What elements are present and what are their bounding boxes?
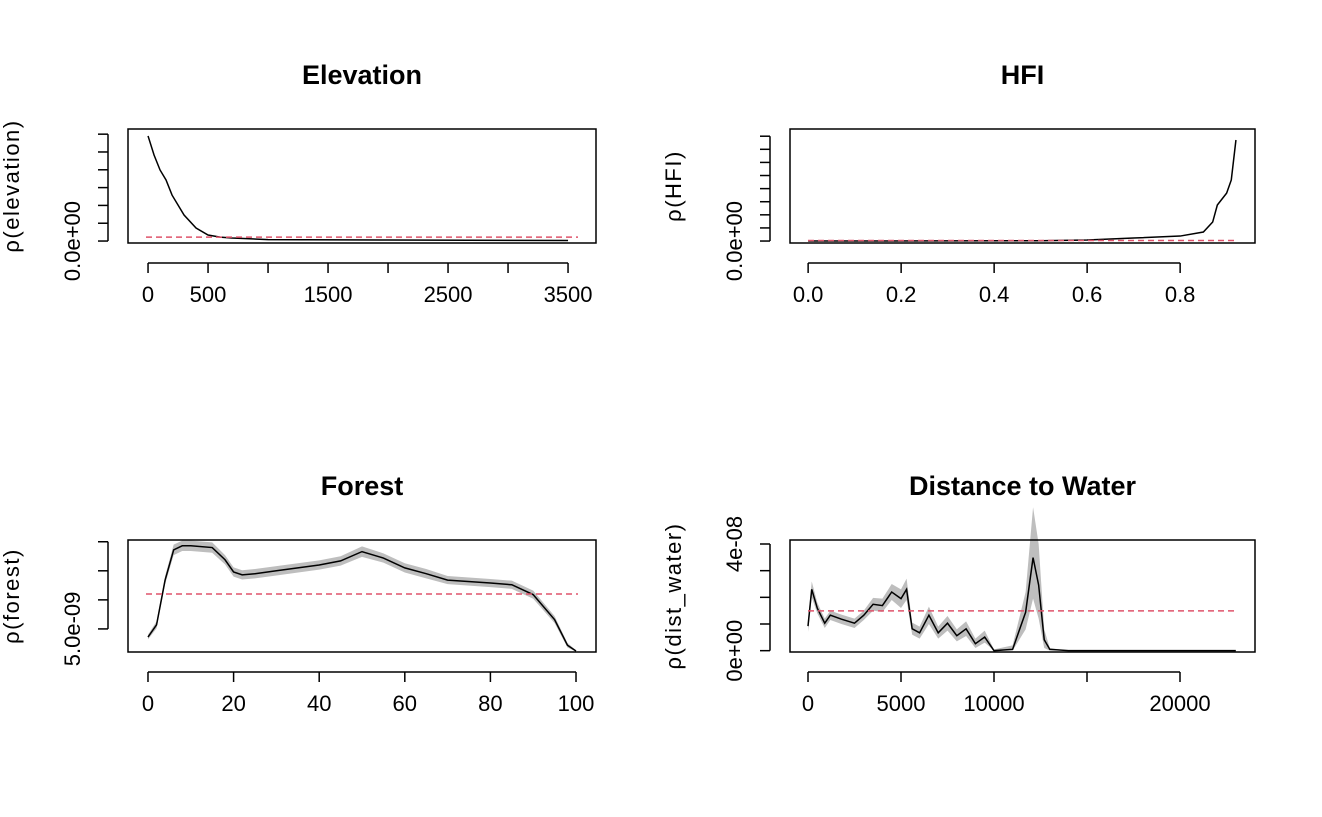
plot-frame [127, 539, 597, 653]
confidence-band [808, 507, 1236, 651]
x-tick-label: 0.0 [793, 282, 824, 307]
x-tick-label: 100 [558, 691, 595, 716]
x-tick-label: 0 [142, 282, 154, 307]
plot-frame [789, 539, 1256, 653]
x-tick-label: 0.2 [886, 282, 917, 307]
y-tick-label: 0e+00 [722, 620, 747, 682]
x-tick-label: 40 [307, 691, 331, 716]
y-axis-label: ρ(dist_water) [661, 523, 686, 670]
x-tick-label: 10000 [963, 691, 1024, 716]
panel-title: Distance to Water [909, 471, 1137, 501]
y-tick-label: 0.0e+00 [722, 201, 747, 281]
x-tick-label: 1500 [304, 282, 353, 307]
y-tick-label: 5.0e-09 [60, 592, 85, 667]
plot-frame [789, 128, 1256, 244]
x-tick-label: 2500 [424, 282, 473, 307]
x-tick-label: 500 [190, 282, 227, 307]
density-line [808, 139, 1237, 242]
y-axis-label: ρ(elevation) [0, 119, 24, 252]
x-tick-label: 0.8 [1165, 282, 1196, 307]
x-tick-label: 0 [142, 691, 154, 716]
x-tick-label: 0 [802, 691, 814, 716]
x-tick-label: 5000 [877, 691, 926, 716]
x-tick-label: 80 [478, 691, 502, 716]
plot-frame [127, 128, 597, 244]
density-line [147, 135, 569, 242]
density-line [807, 557, 1236, 652]
y-tick-label: 4e-08 [722, 516, 747, 572]
x-tick-label: 3500 [544, 282, 593, 307]
x-tick-label: 20 [221, 691, 245, 716]
confidence-band [147, 540, 577, 652]
density-line [147, 545, 577, 652]
panel-title: Elevation [302, 60, 422, 90]
y-axis-label: ρ(forest) [0, 548, 24, 644]
x-tick-label: 0.4 [979, 282, 1010, 307]
panel-title: HFI [1001, 60, 1045, 90]
y-tick-label: 0.0e+00 [60, 201, 85, 281]
x-tick-label: 60 [393, 691, 417, 716]
x-tick-label: 20000 [1149, 691, 1210, 716]
x-tick-label: 0.6 [1072, 282, 1103, 307]
y-axis-label: ρ(HFI) [661, 150, 686, 222]
panel-title: Forest [321, 471, 404, 501]
